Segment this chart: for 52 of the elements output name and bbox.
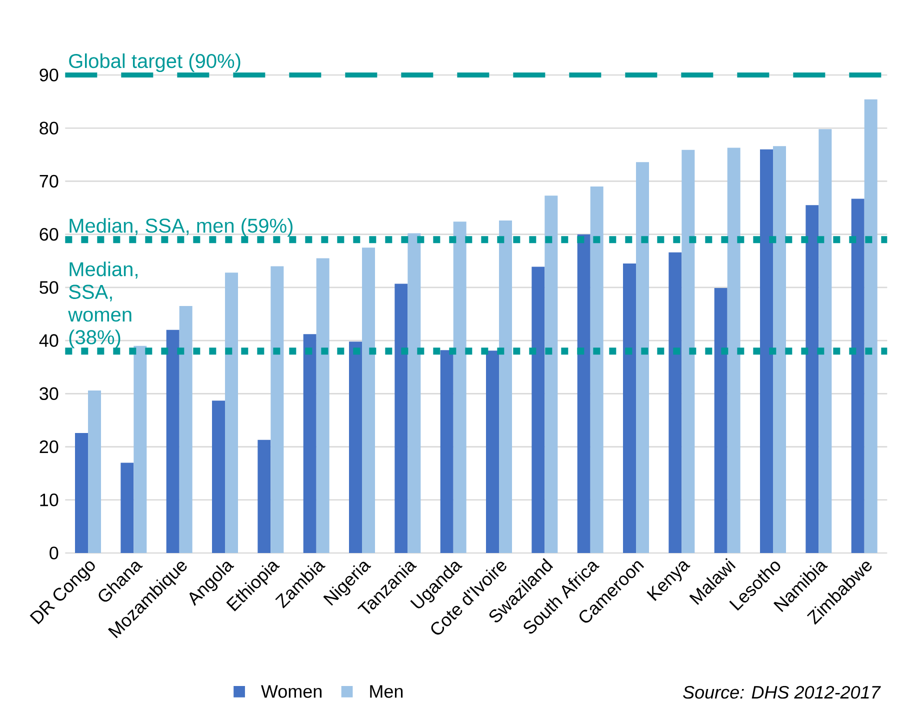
bar [225, 272, 238, 553]
bar [88, 390, 102, 553]
bar [590, 186, 604, 553]
bar [623, 264, 636, 553]
y-tick-label: 70 [40, 174, 58, 188]
y-tick-label: 40 [39, 334, 58, 347]
bar [212, 400, 226, 553]
ref-line-label: Global target (90%) [69, 53, 240, 72]
bar [499, 220, 512, 553]
bar [394, 284, 408, 553]
bar [316, 258, 330, 553]
bar [408, 233, 421, 553]
bar [818, 129, 832, 553]
bar [714, 288, 728, 553]
bar [544, 196, 558, 553]
bar [851, 198, 864, 553]
bar [134, 346, 147, 553]
y-tick-label: 10 [40, 494, 58, 506]
ref-line-label: Median, SSA, men (59%) [70, 218, 292, 237]
bar [532, 266, 545, 553]
y-tick-label: 20 [40, 440, 58, 454]
bar [179, 306, 192, 553]
y-tick-label: 60 [40, 228, 58, 241]
bar [773, 146, 786, 553]
bar [636, 162, 650, 553]
bar [760, 149, 774, 553]
text: Source: DHS 2012-2017 [683, 686, 881, 699]
bar [440, 350, 454, 553]
bar [682, 150, 695, 553]
legend-label: Women [261, 685, 322, 698]
bar [453, 222, 466, 553]
y-tick-label: 80 [40, 122, 58, 134]
legend-label: Men [370, 685, 403, 698]
bar [806, 205, 819, 553]
bar [258, 440, 271, 553]
bar [270, 266, 284, 553]
y-tick-label: 0 [50, 546, 58, 560]
bar [864, 99, 878, 553]
y-tick-label: 50 [40, 281, 58, 294]
bar [120, 462, 134, 553]
bar [349, 342, 362, 553]
y-tick-label: 90 [40, 68, 58, 82]
bar [75, 432, 88, 553]
bar [486, 350, 500, 553]
bar [362, 248, 376, 553]
bar [727, 148, 740, 553]
bar [668, 252, 682, 553]
bar [577, 234, 590, 553]
bar [303, 334, 316, 553]
bar [166, 330, 180, 553]
y-tick-label: 30 [40, 387, 58, 400]
ref-line-label: Median, SSA, women (38%) [68, 262, 138, 348]
